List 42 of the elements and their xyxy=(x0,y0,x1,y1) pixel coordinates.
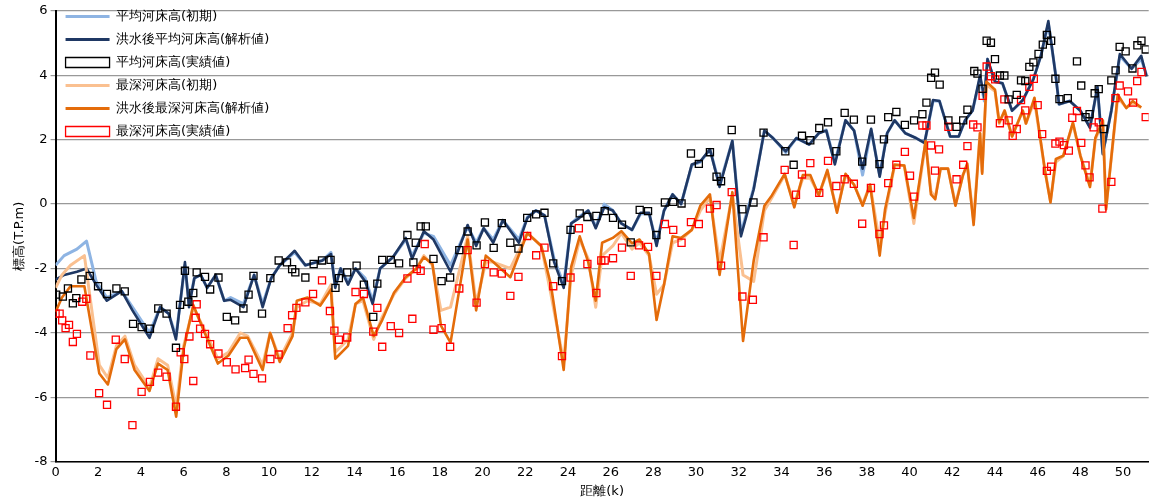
x-tick-label: 8 xyxy=(222,463,231,479)
x-tick-label: 42 xyxy=(944,463,961,479)
x-tick-label: 24 xyxy=(559,463,577,479)
y-tick-label: -8 xyxy=(34,453,48,469)
x-tick-label: 50 xyxy=(1114,463,1132,479)
legend-label: 最深河床高(実績値) xyxy=(116,122,231,138)
y-tick-label: -4 xyxy=(34,324,48,340)
y-tick-label: 6 xyxy=(39,2,48,18)
x-tick-label: 40 xyxy=(901,463,918,479)
x-tick-label: 16 xyxy=(388,463,406,479)
x-tick-label: 14 xyxy=(346,463,363,479)
legend-label: 平均河床高(実績値) xyxy=(116,53,231,69)
x-axis-title: 距離(k) xyxy=(580,482,624,498)
y-tick-label: 0 xyxy=(39,195,48,211)
y-tick-label: 4 xyxy=(39,66,48,82)
x-tick-label: 22 xyxy=(517,463,534,479)
x-tick-label: 20 xyxy=(474,463,491,479)
x-tick-label: 10 xyxy=(260,463,278,479)
x-tick-label: 2 xyxy=(94,463,103,479)
legend-label: 最深河床高(初期) xyxy=(116,76,218,92)
x-tick-label: 36 xyxy=(815,463,833,479)
y-axis-title: 標高(T.P.m) xyxy=(11,201,27,271)
x-tick-label: 34 xyxy=(773,463,790,479)
x-tick-label: 30 xyxy=(687,463,705,479)
y-tick-label: -6 xyxy=(34,388,48,404)
x-tick-label: 12 xyxy=(303,463,321,479)
x-tick-label: 46 xyxy=(1029,463,1046,479)
x-tick-label: 18 xyxy=(431,463,449,479)
x-tick-label: 26 xyxy=(602,463,619,479)
x-tick-label: 4 xyxy=(136,463,146,479)
x-tick-label: 28 xyxy=(645,463,662,479)
legend-label: 平均河床高(初期) xyxy=(116,7,218,23)
x-tick-label: 32 xyxy=(730,463,748,479)
legend-label: 洪水後最深河床高(解析値) xyxy=(116,99,270,115)
x-tick-label: 48 xyxy=(1072,463,1089,479)
x-tick-label: 6 xyxy=(179,463,188,479)
y-tick-label: 2 xyxy=(39,131,48,147)
y-tick-label: -2 xyxy=(34,259,48,275)
legend-label: 洪水後平均河床高(解析値) xyxy=(116,30,270,46)
x-tick-label: 44 xyxy=(986,463,1004,479)
x-tick-label: 38 xyxy=(858,463,876,479)
x-tick-label: 0 xyxy=(51,463,60,479)
